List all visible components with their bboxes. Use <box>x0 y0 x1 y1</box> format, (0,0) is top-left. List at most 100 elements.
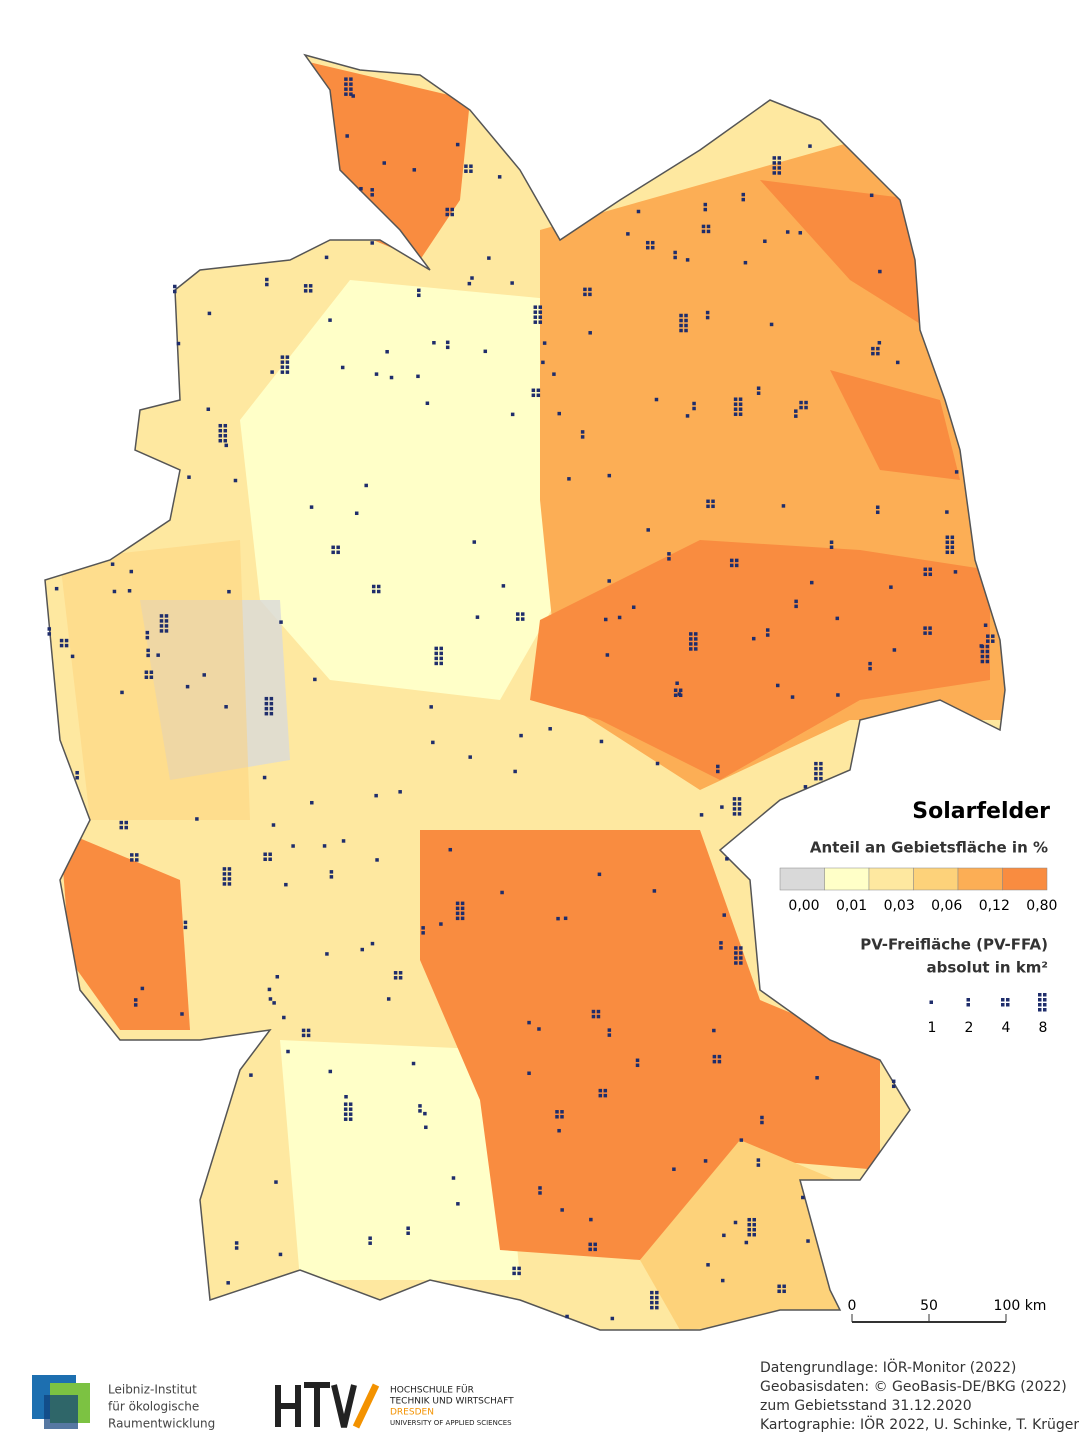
pv-symbol <box>269 706 274 711</box>
pv-symbol <box>512 1271 516 1276</box>
pv-symbol <box>650 245 655 250</box>
pv-symbol <box>512 1266 516 1271</box>
pv-symbol <box>741 197 746 202</box>
legend-symbol <box>1038 1008 1042 1012</box>
pv-symbol <box>513 769 517 774</box>
pv-symbol <box>555 1110 559 1114</box>
pv-symbol <box>741 192 746 197</box>
pv-symbol <box>227 872 232 876</box>
scale-label: 100 km <box>994 1298 1047 1314</box>
pv-symbol <box>374 372 379 376</box>
pv-symbol <box>928 572 933 577</box>
pv-symbol <box>794 599 798 604</box>
pv-symbol <box>739 1138 744 1142</box>
pv-symbol <box>268 997 273 1001</box>
pv-symbol <box>733 1220 738 1225</box>
pv-symbol <box>223 428 228 433</box>
pv-symbol <box>607 579 611 583</box>
pv-symbol <box>588 292 592 297</box>
pv-symbol <box>980 644 985 649</box>
pv-symbol <box>460 901 465 906</box>
pv-symbol <box>593 1242 597 1247</box>
pv-symbol <box>467 281 472 286</box>
pv-symbol <box>923 572 928 577</box>
pv-symbol <box>224 705 228 709</box>
pv-symbol <box>794 409 798 413</box>
pv-symbol <box>542 341 547 345</box>
pv-symbol <box>732 807 737 811</box>
pv-symbol <box>349 87 353 91</box>
pv-symbol <box>135 853 139 857</box>
pv-symbol <box>734 558 739 563</box>
pv-symbol <box>173 289 177 294</box>
region <box>280 1040 520 1280</box>
legend-symbol-label: 8 <box>1039 1020 1048 1036</box>
pv-symbol <box>439 922 443 926</box>
pv-symbol <box>520 612 525 616</box>
pv-symbol <box>375 858 379 862</box>
pv-symbol <box>370 193 374 197</box>
pv-symbol <box>129 569 134 574</box>
pv-symbol <box>291 844 295 848</box>
pv-symbol <box>370 941 375 946</box>
pv-symbol <box>689 647 693 651</box>
pv-symbol <box>515 617 520 621</box>
pv-symbol <box>124 820 128 825</box>
pv-symbol <box>343 1112 348 1116</box>
pv-symbol <box>560 1208 564 1212</box>
pv-symbol <box>588 1242 592 1247</box>
legend-symbol <box>1038 998 1042 1002</box>
pv-symbol <box>722 1233 726 1238</box>
pv-symbol <box>344 87 348 91</box>
pv-symbol <box>654 397 659 402</box>
legend-symbol <box>1006 1003 1010 1007</box>
pv-symbol <box>548 727 552 731</box>
pv-symbol <box>777 156 782 160</box>
pv-symbol <box>164 619 169 623</box>
pv-symbol <box>406 1226 410 1230</box>
pv-symbol <box>729 563 734 568</box>
pv-symbol <box>133 998 138 1002</box>
pv-symbol <box>370 188 374 192</box>
pv-symbol <box>552 372 556 376</box>
pv-symbol <box>679 328 683 333</box>
legend-break: 0,00 <box>788 898 819 914</box>
pv-symbol <box>264 696 269 701</box>
pv-symbol <box>159 629 164 633</box>
pv-symbol <box>64 638 69 643</box>
pv-symbol <box>684 313 688 318</box>
pv-symbol <box>439 661 443 666</box>
pv-symbol <box>269 696 274 701</box>
pv-symbol <box>756 386 761 390</box>
pv-symbol <box>226 1281 230 1285</box>
pv-symbol <box>527 1020 531 1025</box>
pv-symbol <box>804 405 808 410</box>
pv-symbol <box>445 207 449 212</box>
pv-symbol <box>591 1009 596 1014</box>
pv-symbol <box>206 407 211 412</box>
pv-symbol <box>460 906 465 911</box>
pv-symbol <box>417 288 421 293</box>
pv-symbol <box>222 872 227 876</box>
pv-symbol <box>144 675 149 679</box>
pv-symbol <box>871 351 875 356</box>
pv-symbol <box>794 414 798 418</box>
pv-symbol <box>734 951 738 955</box>
pv-symbol <box>950 540 955 545</box>
pv-symbol <box>343 1117 348 1121</box>
pv-symbol <box>110 562 115 566</box>
pv-symbol <box>814 766 818 771</box>
pv-symbol <box>777 1289 781 1294</box>
pv-symbol <box>677 692 682 696</box>
credits: Datengrundlage: IÖR-Monitor (2022) Geoba… <box>760 1358 1079 1433</box>
pv-symbol <box>538 305 543 309</box>
pv-symbol <box>889 585 893 589</box>
pv-symbol <box>706 504 710 509</box>
pv-symbol <box>560 1110 564 1114</box>
ioer-logo: Leibniz-Institut für ökologische Raument… <box>32 1375 215 1431</box>
pv-symbol <box>617 615 622 620</box>
credit-line: Geobasisdaten: © GeoBasis-DE/BKG (2022) <box>760 1379 1067 1395</box>
pv-symbol <box>560 1115 564 1119</box>
pv-symbol <box>227 589 231 594</box>
pv-symbol <box>434 661 438 666</box>
